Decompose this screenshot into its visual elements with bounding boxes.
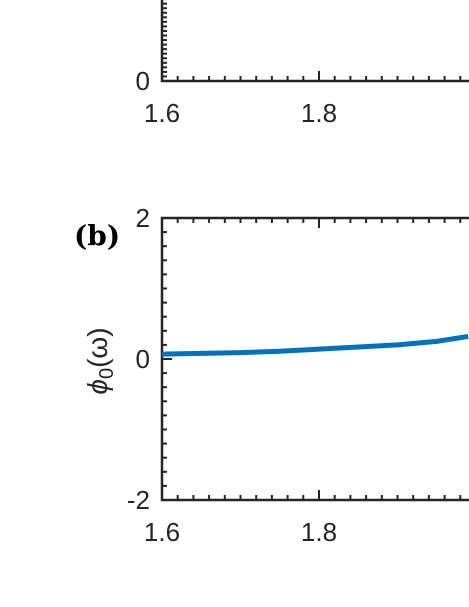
ylabel-symbol: ϕ [82, 379, 113, 395]
x-tick-label: 1.6 [144, 517, 180, 547]
plot-frame [160, 216, 469, 502]
y-axis-label: ϕ0(ω) [82, 327, 118, 394]
ylabel-argument: (ω) [82, 327, 113, 368]
y-tick-label: -2 [127, 485, 150, 515]
plot-frame [160, 0, 469, 83]
y-tick-label: 0 [136, 66, 150, 96]
x-tick-label: 1.8 [301, 98, 337, 128]
x-tick-label: 1.6 [144, 98, 180, 128]
x-tick-label: 1.8 [301, 517, 337, 547]
y-tick-label: 2 [136, 203, 150, 233]
panel-label: (b) [74, 220, 120, 253]
ylabel-subscript: 0 [96, 368, 118, 379]
y-tick-label: 0 [136, 344, 150, 374]
data-line [161, 333, 469, 357]
